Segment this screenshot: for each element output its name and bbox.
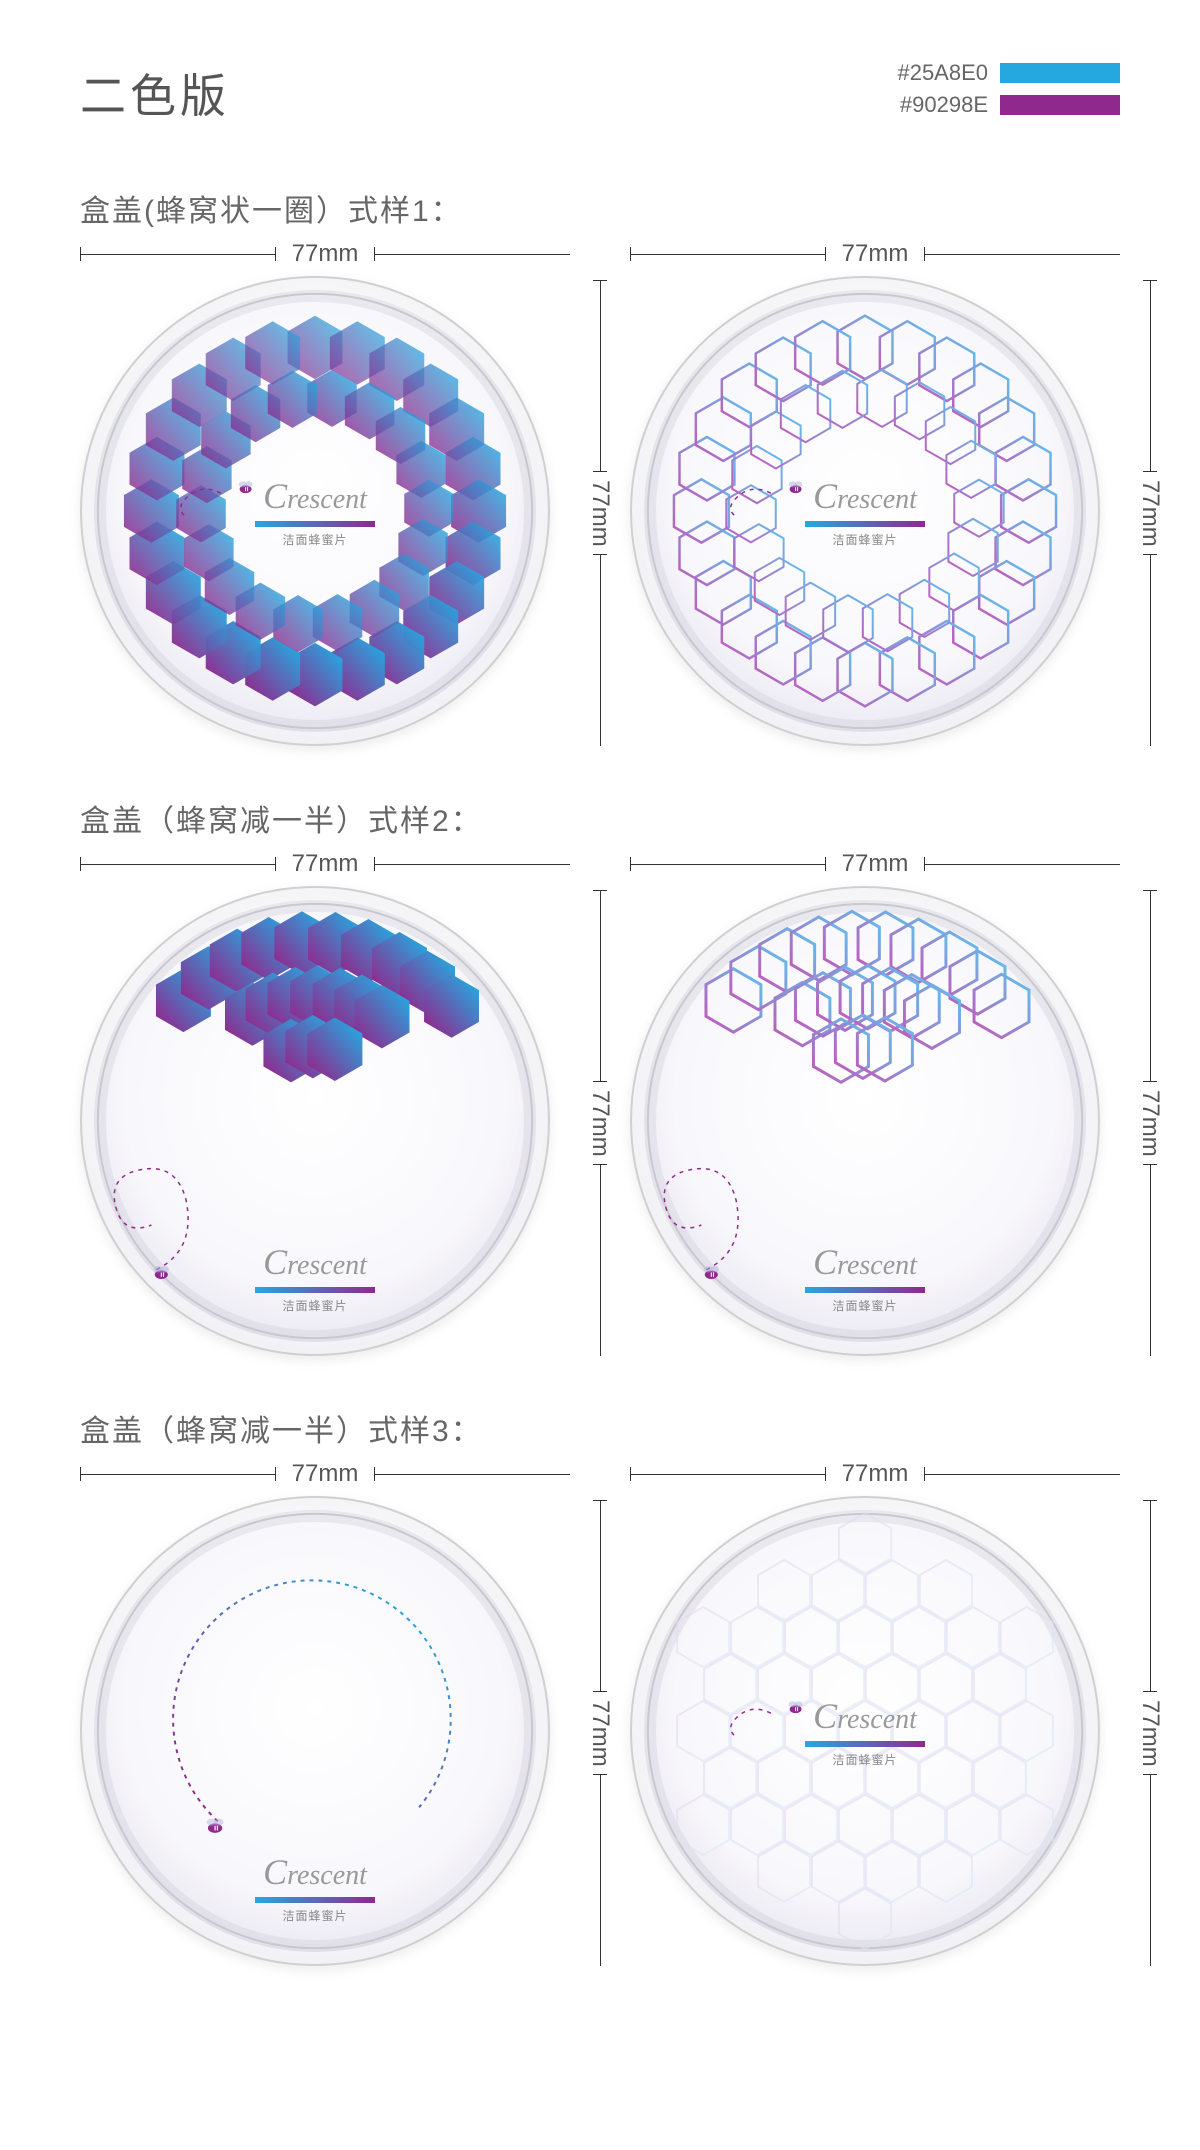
brand-tagline: 洁面蜂蜜片 <box>832 1297 897 1314</box>
design-section-1: 盒盖(蜂窝状一圈）式样1： 77mm Crescent 洁面蜂蜜片 77mm <box>80 186 1120 746</box>
dimension-width: 77mm <box>630 1460 1120 1488</box>
color-swatches: #25A8E0 #90298E <box>897 60 1120 118</box>
page-title: 二色版 <box>80 60 230 126</box>
lid-design-1: Crescent 洁面蜂蜜片 <box>630 276 1100 746</box>
brand-block: Crescent 洁面蜂蜜片 <box>805 1241 925 1314</box>
brand-logo: Crescent <box>813 1241 917 1283</box>
design-row-2: 77mm Crescent 洁面蜂蜜片 77mm 77mm <box>80 850 1120 1356</box>
dimension-width: 77mm <box>630 850 1120 878</box>
brand-block: Crescent 洁面蜂蜜片 <box>255 1241 375 1314</box>
lid-design-2: Crescent 洁面蜂蜜片 <box>80 886 550 1356</box>
dimension-width: 77mm <box>80 850 570 878</box>
dimension-height: 77mm <box>580 890 620 1356</box>
brand-tagline: 洁面蜂蜜片 <box>832 1751 897 1768</box>
lid-design-3: Crescent 洁面蜂蜜片 <box>630 886 1100 1356</box>
brand-gradient-bar <box>805 1741 925 1747</box>
swatch-label-purple: #90298E <box>900 92 988 118</box>
lid-design-5: Crescent 洁面蜂蜜片 <box>630 1496 1100 1966</box>
brand-gradient-bar <box>255 1287 375 1293</box>
swatch-row-cyan: #25A8E0 <box>897 60 1120 86</box>
brand-tagline: 洁面蜂蜜片 <box>832 531 897 548</box>
design-row-3: 77mm Crescent 洁面蜂蜜片 77mm 77mm <box>80 1460 1120 1966</box>
dimension-height: 77mm <box>1130 890 1170 1356</box>
brand-tagline: 洁面蜂蜜片 <box>282 1297 347 1314</box>
brand-gradient-bar <box>255 521 375 527</box>
design-section-2: 盒盖（蜂窝减一半）式样2： 77mm Crescent 洁面蜂蜜片 77mm <box>80 796 1120 1356</box>
brand-tagline: 洁面蜂蜜片 <box>282 531 347 548</box>
design-cell-2-2: 77mm Crescent 洁面蜂蜜片 77mm <box>630 850 1120 1356</box>
brand-block: Crescent 洁面蜂蜜片 <box>805 1695 925 1768</box>
design-row-1: 77mm Crescent 洁面蜂蜜片 77mm 77mm <box>80 240 1120 746</box>
dimension-height: 77mm <box>580 280 620 746</box>
design-cell-1-1: 77mm Crescent 洁面蜂蜜片 77mm <box>80 240 570 746</box>
brand-logo: Crescent <box>813 1695 917 1737</box>
design-section-3: 盒盖（蜂窝减一半）式样3： 77mm Crescent 洁面蜂蜜片 77mm <box>80 1406 1120 1966</box>
brand-gradient-bar <box>255 1897 375 1903</box>
swatch-label-cyan: #25A8E0 <box>897 60 988 86</box>
dimension-width: 77mm <box>80 240 570 268</box>
swatch-cyan <box>1000 63 1120 83</box>
lid-design-0: Crescent 洁面蜂蜜片 <box>80 276 550 746</box>
design-cell-3-2: 77mm Crescent 洁面蜂蜜片 77mm <box>630 1460 1120 1966</box>
dimension-height: 77mm <box>1130 280 1170 746</box>
brand-logo: Crescent <box>263 1851 367 1893</box>
section-title-1: 盒盖(蜂窝状一圈）式样1： <box>80 186 1120 230</box>
brand-gradient-bar <box>805 1287 925 1293</box>
section-title-3: 盒盖（蜂窝减一半）式样3： <box>80 1406 1120 1450</box>
brand-logo: Crescent <box>263 1241 367 1283</box>
brand-block: Crescent 洁面蜂蜜片 <box>255 1851 375 1924</box>
brand-block: Crescent 洁面蜂蜜片 <box>255 475 375 548</box>
dimension-width: 77mm <box>80 1460 570 1488</box>
brand-logo: Crescent <box>813 475 917 517</box>
dimension-height: 77mm <box>1130 1500 1170 1966</box>
dimension-height: 77mm <box>580 1500 620 1966</box>
design-cell-2-1: 77mm Crescent 洁面蜂蜜片 77mm <box>80 850 570 1356</box>
swatch-purple <box>1000 95 1120 115</box>
brand-gradient-bar <box>805 521 925 527</box>
swatch-row-purple: #90298E <box>897 92 1120 118</box>
lid-design-4: Crescent 洁面蜂蜜片 <box>80 1496 550 1966</box>
dimension-width: 77mm <box>630 240 1120 268</box>
design-cell-3-1: 77mm Crescent 洁面蜂蜜片 77mm <box>80 1460 570 1966</box>
header: 二色版 #25A8E0 #90298E <box>80 60 1120 126</box>
brand-tagline: 洁面蜂蜜片 <box>282 1907 347 1924</box>
brand-logo: Crescent <box>263 475 367 517</box>
design-cell-1-2: 77mm Crescent 洁面蜂蜜片 77mm <box>630 240 1120 746</box>
section-title-2: 盒盖（蜂窝减一半）式样2： <box>80 796 1120 840</box>
brand-block: Crescent 洁面蜂蜜片 <box>805 475 925 548</box>
